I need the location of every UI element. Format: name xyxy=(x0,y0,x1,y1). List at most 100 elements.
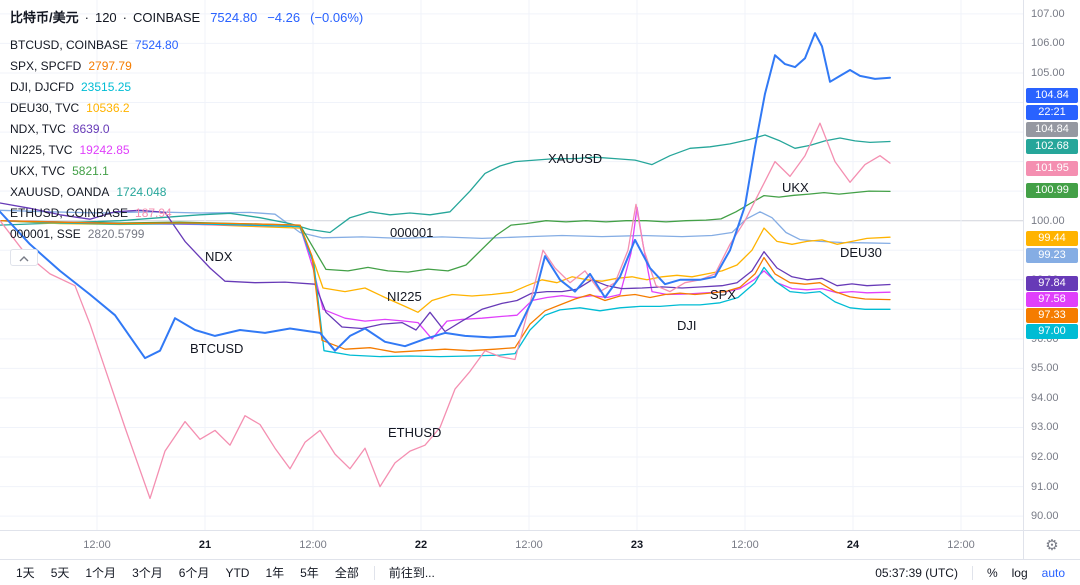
legend-item-ndx[interactable]: NDX, TVC 8639.0 xyxy=(10,118,363,139)
series-line-btcusd[interactable] xyxy=(0,32,891,360)
legend-item-ethusd[interactable]: ETHUSD, COINBASE 187.94 xyxy=(10,202,363,223)
price-axis-label: 90.00 xyxy=(1031,510,1059,522)
symbol-header[interactable]: 比特币/美元 · 120 · COINBASE 7524.80 −4.26 (−… xyxy=(10,7,363,26)
range-button-3个月[interactable]: 3个月 xyxy=(132,566,163,580)
legend-item-000001[interactable]: 000001, SSE 2820.5799 xyxy=(10,223,363,244)
time-axis-day-label: 24 xyxy=(846,539,860,551)
ukx-price-badge: 100.99 xyxy=(1026,183,1078,198)
range-button-5天[interactable]: 5天 xyxy=(50,566,70,580)
chart-label-ethusd: ETHUSD xyxy=(388,425,441,440)
gear-icon[interactable]: ⚙ xyxy=(1045,537,1059,554)
spx-price-badge: 97.33 xyxy=(1026,308,1078,323)
chevron-up-icon xyxy=(19,249,29,267)
series-line-000001[interactable] xyxy=(0,209,891,245)
symbol-title: 比特币/美元 xyxy=(10,10,79,25)
price-axis-label: 100.00 xyxy=(1031,215,1065,227)
btcusd-price-badge: 104.84 xyxy=(1026,88,1078,103)
goto-date-button[interactable]: 前往到... xyxy=(388,566,435,580)
legend-symbol-value: 2797.79 xyxy=(88,58,132,73)
price-badge-gray: 104.84 xyxy=(1026,122,1078,137)
price-axis-label: 93.00 xyxy=(1031,421,1059,433)
series-line-spx[interactable] xyxy=(0,220,891,353)
range-button-6个月[interactable]: 6个月 xyxy=(178,566,210,580)
time-axis-day-label: 22 xyxy=(414,539,428,551)
time-axis-day-label: 23 xyxy=(630,539,644,551)
legend-symbol-value: 10536.2 xyxy=(86,100,130,115)
chart-plot-area[interactable]: XAUUSD UKX 000001 NDX DEU30 NI225 SPX DJI BTCUSD… xyxy=(0,0,1023,530)
price-axis-label: 92.00 xyxy=(1031,451,1059,463)
clock-utc[interactable]: 05:37:39 (UTC) xyxy=(875,565,958,580)
log-scale-button[interactable]: log xyxy=(1011,565,1028,580)
legend-symbol-value: 1724.048 xyxy=(116,184,167,199)
series-line-deu30[interactable] xyxy=(0,220,891,313)
legend-symbol-value: 8639.0 xyxy=(72,121,110,136)
legend-symbol-name: ETHUSD, COINBASE xyxy=(10,205,129,220)
deu30-price-badge: 99.44 xyxy=(1026,231,1078,246)
range-buttons: 1天 5天 1个月 3个月 6个月 YTD 1年 5年 全部 xyxy=(8,562,367,583)
bar-countdown-badge: 22:21 xyxy=(1026,105,1078,120)
legend-symbol-name: DJI, DJCFD xyxy=(10,79,74,94)
legend-symbol-value: 187.94 xyxy=(135,205,172,220)
series-line-ndx[interactable] xyxy=(0,202,891,333)
title-separator: · xyxy=(122,10,128,25)
price-chart[interactable]: XAUUSD UKX 000001 NDX DEU30 NI225 SPX DJI BTCUSD… xyxy=(0,0,1023,530)
legend-item-deu30[interactable]: DEU30, TVC 10536.2 xyxy=(10,97,363,118)
percent-scale-button[interactable]: % xyxy=(986,565,998,580)
interval-label: 120 xyxy=(94,10,117,25)
series-line-ethusd[interactable] xyxy=(0,122,891,500)
bottom-toolbar: 1天 5天 1个月 3个月 6个月 YTD 1年 5年 全部 前往到... 05:37:39 (… xyxy=(0,559,1080,585)
legend-item-ni225[interactable]: NI225, TVC 19242.85 xyxy=(10,139,363,160)
chart-label-deu30: DEU30 xyxy=(840,245,882,260)
price-axis-label: 95.00 xyxy=(1031,362,1059,374)
time-axis[interactable]: 12:00 21 12:00 22 12:00 23 12:00 24 12:00 xyxy=(0,530,1023,559)
sse-price-badge: 99.23 xyxy=(1026,248,1078,263)
auto-scale-button[interactable]: auto xyxy=(1041,565,1065,580)
legend-symbol-value: 7524.80 xyxy=(135,37,179,52)
time-axis-label: 12:00 xyxy=(515,539,543,551)
time-axis-label: 12:00 xyxy=(947,539,975,551)
range-button-ytd[interactable]: YTD xyxy=(225,565,250,580)
price-axis-label: 107.00 xyxy=(1031,8,1065,20)
chart-label-ukx: UKX xyxy=(782,180,809,195)
series-line-xauusd[interactable] xyxy=(0,134,891,234)
chart-label-xauusd: XAUUSD xyxy=(548,151,602,166)
legend-item-ukx[interactable]: UKX, TVC 5821.1 xyxy=(10,160,363,181)
chart-label-spx: SPX xyxy=(710,287,736,302)
legend-symbol-name: UKX, TVC xyxy=(10,163,66,178)
legend-symbol-value: 2820.5799 xyxy=(87,226,145,241)
series-line-ukx[interactable] xyxy=(0,190,891,273)
legend-symbol-name: SPX, SPCFD xyxy=(10,58,82,73)
price-axis-label: 106.00 xyxy=(1031,37,1065,49)
legend-symbol-name: BTCUSD, COINBASE xyxy=(10,37,129,52)
legend-symbol-value: 5821.1 xyxy=(72,163,109,178)
legend-item-xauusd[interactable]: XAUUSD, OANDA 1724.048 xyxy=(10,181,363,202)
ndx-price-badge: 97.84 xyxy=(1026,276,1078,291)
exchange-label: COINBASE xyxy=(133,10,201,25)
price-axis-label: 94.00 xyxy=(1031,392,1059,404)
legend-symbol-value: 19242.85 xyxy=(79,142,130,157)
range-button-5年[interactable]: 5年 xyxy=(300,566,319,580)
legend-item-spx[interactable]: SPX, SPCFD 2797.79 xyxy=(10,55,363,76)
chart-label-dji: DJI xyxy=(677,318,697,333)
chart-label-ndx: NDX xyxy=(205,249,233,264)
legend-item-dji[interactable]: DJI, DJCFD 23515.25 xyxy=(10,76,363,97)
time-axis-day-label: 21 xyxy=(198,539,212,551)
chart-label-000001: 000001 xyxy=(390,225,433,240)
range-button-全部[interactable]: 全部 xyxy=(334,566,359,580)
time-axis-label: 12:00 xyxy=(83,539,111,551)
time-axis-label: 12:00 xyxy=(299,539,327,551)
series-line-dji[interactable] xyxy=(0,220,891,358)
collapse-legend-button[interactable] xyxy=(10,249,38,266)
dji-price-badge: 97.00 xyxy=(1026,324,1078,339)
legend-symbol-name: XAUUSD, OANDA xyxy=(10,184,110,199)
legend-symbol-name: NI225, TVC xyxy=(10,142,73,157)
range-button-1个月[interactable]: 1个月 xyxy=(85,566,117,580)
xauusd-price-badge: 102.68 xyxy=(1026,139,1078,154)
legend-item-btcusd[interactable]: BTCUSD, COINBASE 7524.80 xyxy=(10,34,363,55)
range-button-1年[interactable]: 1年 xyxy=(265,566,285,580)
range-button-1天[interactable]: 1天 xyxy=(16,566,35,580)
chart-label-ni225: NI225 xyxy=(387,289,422,304)
price-axis[interactable]: 107.00106.00105.00103.00100.0098.0096.00… xyxy=(1023,0,1080,530)
legend-symbol-name: 000001, SSE xyxy=(10,226,81,241)
